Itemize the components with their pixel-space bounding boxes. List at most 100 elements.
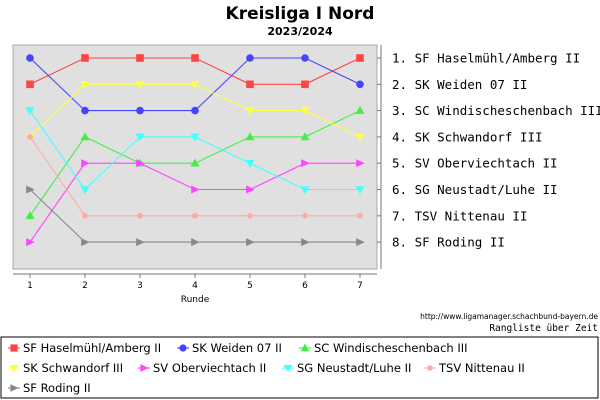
data-point <box>356 238 365 247</box>
legend-marker <box>9 364 19 373</box>
legend-label: SC Windischeschenbach III <box>314 341 468 355</box>
data-point <box>356 54 364 62</box>
data-point <box>135 81 145 89</box>
ranking-label: 8. SF Roding II <box>392 235 505 250</box>
data-point <box>81 54 89 62</box>
data-point <box>26 80 34 89</box>
legend-marker <box>179 344 187 352</box>
series-layer <box>25 54 365 247</box>
series <box>26 54 364 115</box>
data-point <box>192 212 198 219</box>
data-point <box>246 80 254 89</box>
legend-marker <box>10 344 18 352</box>
chart-subtitle: 2023/2024 <box>267 25 333 38</box>
data-point <box>300 107 310 116</box>
series <box>25 81 365 142</box>
legend-marker <box>300 343 310 352</box>
legend-item: SF Roding II <box>8 381 91 395</box>
data-point <box>136 106 144 115</box>
legend-label: SG Neustadt/Luhe II <box>297 361 411 375</box>
series <box>25 107 365 195</box>
data-point <box>190 158 200 167</box>
ranking-label: 2. SK Weiden 07 II <box>392 77 527 92</box>
data-point <box>357 212 363 219</box>
ranking-label: 5. SV Oberviechtach II <box>392 156 558 171</box>
data-point <box>355 133 365 142</box>
data-point <box>191 106 199 115</box>
data-point <box>80 81 90 89</box>
series <box>25 105 365 220</box>
data-point <box>80 186 90 195</box>
data-point <box>25 211 35 220</box>
chart-caption: Rangliste über Zeit <box>489 323 598 334</box>
x-tick-label: 7 <box>357 281 363 291</box>
data-point <box>191 238 200 247</box>
x-axis-label: Runde <box>181 295 210 305</box>
data-point <box>26 54 34 62</box>
series <box>26 185 365 247</box>
x-tick-label: 4 <box>192 281 198 291</box>
series <box>27 133 363 219</box>
legend-item: SG Neustadt/Luhe II <box>282 361 411 375</box>
legend: SF Haselmühl/Amberg II SK Weiden 07 II SC … <box>0 336 599 399</box>
legend-box <box>0 336 599 399</box>
legend-label: SF Haselmühl/Amberg II <box>23 341 161 355</box>
legend-label: SF Roding II <box>23 381 91 395</box>
data-point <box>246 185 255 194</box>
data-point <box>136 54 144 62</box>
data-point <box>300 186 310 195</box>
data-point <box>355 105 365 114</box>
data-point <box>301 159 310 168</box>
data-point <box>355 186 365 195</box>
legend-label: SK Weiden 07 II <box>192 341 282 355</box>
data-point <box>301 238 310 247</box>
legend-label: SK Schwandorf III <box>23 361 123 375</box>
series <box>26 159 365 247</box>
chart-title: Kreisliga I Nord <box>226 4 375 24</box>
data-point <box>245 132 255 141</box>
data-point <box>302 212 308 219</box>
x-tick-label: 6 <box>302 281 308 291</box>
data-point <box>301 54 309 62</box>
data-point <box>136 238 145 247</box>
data-point <box>136 159 145 168</box>
ranking-label: 4. SK Schwandorf III <box>392 129 543 144</box>
x-tick-label: 1 <box>27 281 33 291</box>
x-tick-label: 5 <box>247 281 253 291</box>
data-point <box>246 238 255 247</box>
data-point <box>26 185 35 194</box>
data-point <box>137 212 143 219</box>
legend-label: TSV Nittenau II <box>438 361 525 375</box>
data-point <box>80 132 90 141</box>
ranking-label: 3. SC Windischeschenbach III <box>392 103 600 118</box>
x-tick-label: 3 <box>137 281 143 291</box>
data-point <box>81 238 90 247</box>
data-point <box>135 133 145 142</box>
x-tick-label: 2 <box>82 281 88 291</box>
legend-item: SF Haselmühl/Amberg II <box>8 341 161 355</box>
data-point <box>191 54 199 62</box>
plot-area <box>12 44 382 275</box>
legend-item: SK Weiden 07 II <box>177 341 282 355</box>
source-url: http://www.ligamanager.schachbund-bayern… <box>420 312 598 321</box>
legend-item: SV Oberviechtach II <box>138 361 266 375</box>
data-point <box>25 107 35 116</box>
data-point <box>245 159 255 168</box>
ranking-label: 1. SF Haselmühl/Amberg II <box>392 51 580 66</box>
legend-marker <box>427 365 433 371</box>
legend-marker <box>10 384 19 392</box>
legend-marker <box>283 364 293 373</box>
data-point <box>245 107 255 116</box>
data-point <box>81 106 89 115</box>
legend-item: SC Windischeschenbach III <box>299 341 468 355</box>
x-tick-labels: 1 2 3 4 5 6 7 <box>27 274 363 291</box>
ranking-label: 6. SG Neustadt/Luhe II <box>392 182 558 197</box>
legend-marker <box>140 364 149 372</box>
data-point <box>26 238 35 247</box>
data-point <box>301 80 309 89</box>
plot-background <box>12 44 378 270</box>
data-point <box>356 159 365 168</box>
data-point <box>300 132 310 141</box>
data-point <box>190 133 200 142</box>
